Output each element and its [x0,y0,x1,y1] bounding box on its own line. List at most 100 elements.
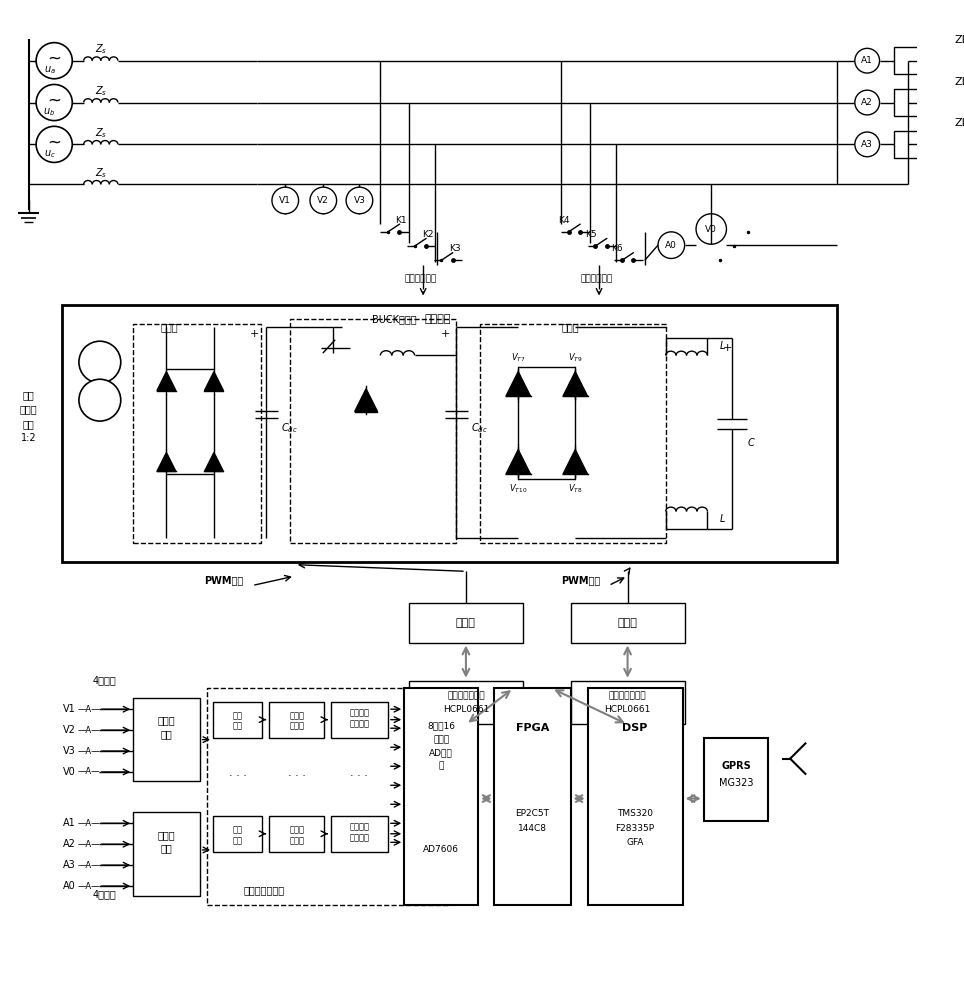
Bar [213,816,262,852]
Text: 投切开关控制: 投切开关控制 [580,274,612,283]
Text: 4路电流: 4路电流 [93,890,117,900]
Bar [133,698,200,781]
Text: 感器: 感器 [161,729,173,739]
Bar [331,702,388,738]
Polygon shape [563,372,588,396]
Text: ZL3: ZL3 [954,118,964,128]
Text: K4: K4 [558,216,570,225]
Bar [704,738,768,821]
Text: 电流互: 电流互 [157,830,175,840]
Text: 校准: 校准 [232,711,243,720]
Text: 校准: 校准 [232,825,243,834]
Text: $V_{T7}$: $V_{T7}$ [511,351,525,364]
Text: GPRS: GPRS [721,761,751,771]
Text: A2: A2 [861,98,873,107]
Text: V2: V2 [64,725,76,735]
Polygon shape [204,372,224,391]
Text: 整流器: 整流器 [160,322,178,332]
Circle shape [36,126,72,162]
Text: 高速光电耦合器: 高速光电耦合器 [447,691,485,700]
Text: V2: V2 [317,196,329,205]
Text: · · ·: · · · [287,771,306,781]
Bar [269,702,324,738]
Text: —A—: —A— [77,819,99,828]
Text: HCPL0661: HCPL0661 [442,705,489,714]
Text: A3: A3 [64,860,76,870]
Text: ~: ~ [47,133,61,151]
Bar [213,702,262,738]
Text: 护电路: 护电路 [289,722,305,731]
Text: 变比: 变比 [22,419,35,429]
Bar [480,324,665,543]
Polygon shape [204,452,224,471]
Text: $Z_s$: $Z_s$ [94,84,107,98]
Text: 信号预处理电路: 信号预处理电路 [244,885,285,895]
Circle shape [658,232,684,258]
Polygon shape [506,372,530,396]
Text: L: L [720,341,725,351]
Circle shape [855,132,879,157]
Text: 逆变器: 逆变器 [562,322,579,332]
Text: A2: A2 [64,839,76,849]
Text: 二阶低通: 二阶低通 [349,708,369,717]
Text: V3: V3 [64,746,76,756]
Circle shape [346,187,373,214]
Text: 高速光电耦合器: 高速光电耦合器 [608,691,647,700]
Text: · · ·: · · · [228,771,247,781]
Bar [409,603,523,643]
Text: ZL2: ZL2 [954,77,964,87]
Text: 1:2: 1:2 [20,433,37,443]
Text: PWM控制: PWM控制 [204,575,244,585]
Text: V0: V0 [706,225,717,234]
Text: $Z_s$: $Z_s$ [94,42,107,56]
Text: $Z_s$: $Z_s$ [94,166,107,180]
Text: MG323: MG323 [719,778,753,788]
Text: $u_b$: $u_b$ [43,106,56,118]
Text: K1: K1 [395,216,407,225]
Text: 过压保: 过压保 [289,711,305,720]
Bar [331,816,388,852]
Text: +: + [441,329,449,339]
Text: A1: A1 [64,818,76,828]
Text: DSP: DSP [623,723,648,733]
Text: HCPL0661: HCPL0661 [604,705,651,714]
Text: AD7606: AD7606 [423,845,459,854]
Text: BUCK变换器: BUCK变换器 [372,314,416,324]
Bar [894,131,955,158]
Bar [571,603,684,643]
Text: 二阶低通: 二阶低通 [349,823,369,832]
Bar [409,681,523,724]
Text: 4路电压: 4路电压 [93,676,117,686]
Text: ~: ~ [47,50,61,68]
Circle shape [272,187,299,214]
Text: 器: 器 [439,762,443,771]
Text: 电路: 电路 [232,722,243,731]
Circle shape [310,187,336,214]
Text: A0: A0 [64,881,76,891]
Bar [404,688,478,905]
Text: $u_c$: $u_c$ [43,148,55,160]
Text: FPGA: FPGA [516,723,549,733]
Text: GFA: GFA [627,838,644,847]
Text: $u_a$: $u_a$ [43,64,55,76]
Text: —A—: —A— [77,705,99,714]
Polygon shape [506,450,530,474]
Text: 144C8: 144C8 [518,824,547,833]
Text: 整流桥: 整流桥 [456,618,476,628]
Circle shape [696,214,727,244]
Text: $C_{dc}$: $C_{dc}$ [470,421,488,435]
Text: K6: K6 [611,244,623,253]
Text: 直流环节: 直流环节 [424,314,450,324]
Text: V1: V1 [64,704,76,714]
Text: 电压互: 电压互 [157,716,175,726]
Text: TMS320: TMS320 [617,809,654,818]
Text: +: + [723,343,732,353]
Text: · · ·: · · · [351,771,368,781]
Text: A1: A1 [861,56,873,65]
Text: +: + [250,329,259,339]
Text: EP2C5T: EP2C5T [516,809,549,818]
Text: —A—: —A— [77,747,99,756]
Text: A0: A0 [665,241,678,250]
Text: 8通道16: 8通道16 [427,722,455,731]
Text: 隔离: 隔离 [22,390,35,400]
